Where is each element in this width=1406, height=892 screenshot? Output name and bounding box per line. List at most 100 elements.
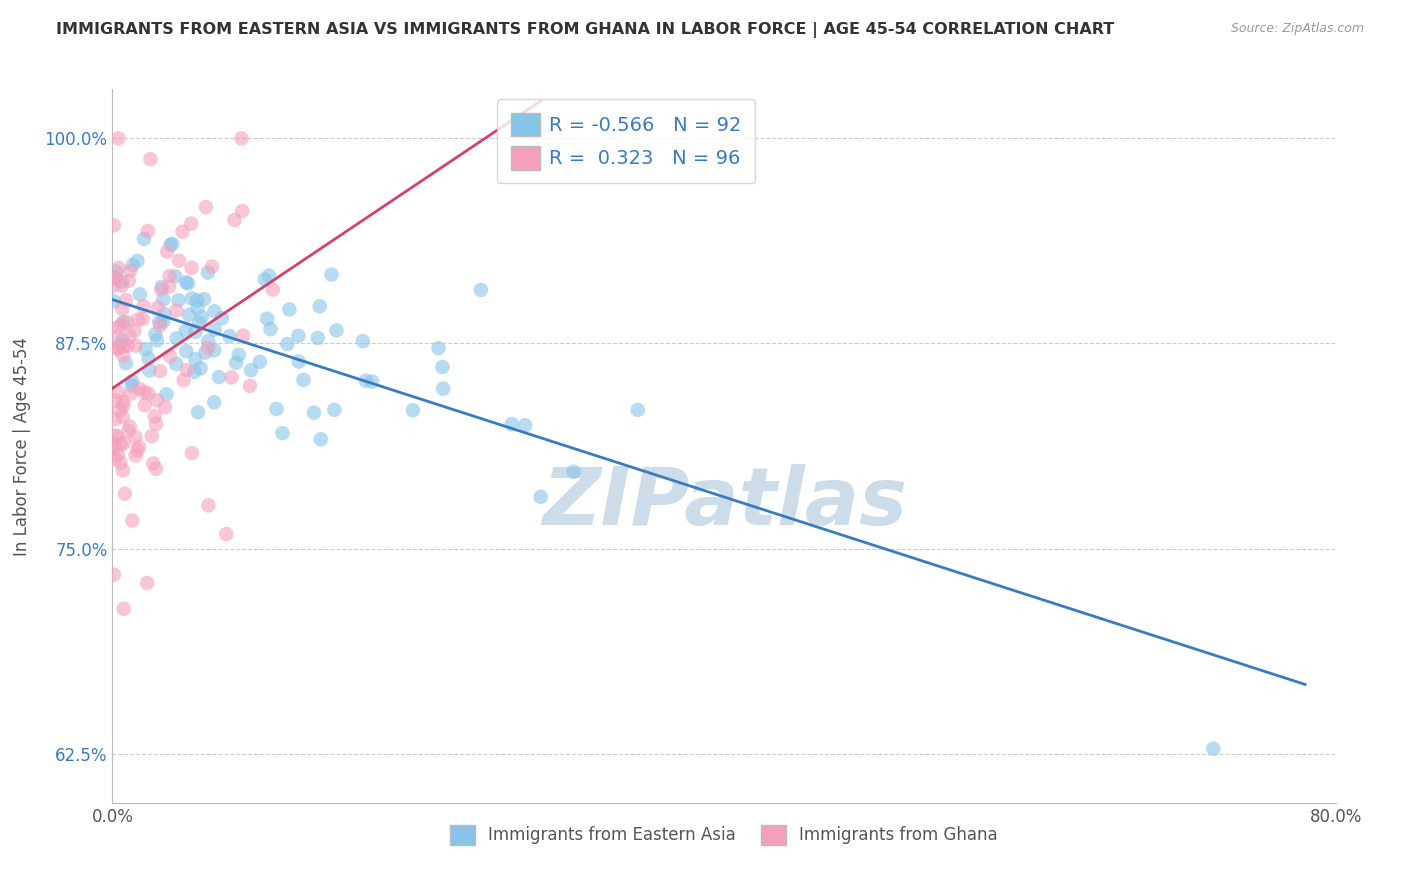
Point bbox=[184, 325, 207, 339]
Point bbox=[111, 410, 134, 425]
Point bbox=[132, 312, 155, 326]
Point bbox=[1202, 741, 1225, 756]
Point bbox=[104, 428, 127, 442]
Point bbox=[120, 386, 142, 401]
Point bbox=[156, 244, 179, 259]
Point bbox=[232, 328, 254, 343]
Point bbox=[239, 363, 262, 377]
Point bbox=[249, 355, 271, 369]
Point bbox=[152, 293, 174, 307]
Point bbox=[127, 312, 149, 326]
Point bbox=[150, 280, 173, 294]
Point bbox=[259, 322, 281, 336]
Point bbox=[287, 329, 309, 343]
Point bbox=[148, 315, 170, 329]
Point bbox=[321, 268, 343, 282]
Point bbox=[231, 204, 253, 219]
Point bbox=[117, 339, 139, 353]
Point bbox=[177, 308, 200, 322]
Point bbox=[142, 457, 165, 471]
Point bbox=[111, 301, 134, 316]
Point bbox=[141, 429, 163, 443]
Point bbox=[402, 403, 425, 417]
Point bbox=[174, 324, 197, 338]
Point bbox=[107, 260, 129, 275]
Point bbox=[124, 449, 146, 463]
Point bbox=[172, 225, 194, 239]
Point bbox=[204, 323, 226, 337]
Point bbox=[138, 363, 160, 377]
Point bbox=[114, 356, 136, 370]
Point bbox=[118, 419, 141, 434]
Point bbox=[121, 375, 143, 389]
Point bbox=[107, 341, 129, 355]
Point bbox=[211, 311, 233, 326]
Point bbox=[103, 437, 125, 451]
Point bbox=[104, 393, 127, 408]
Point bbox=[562, 465, 585, 479]
Point bbox=[138, 386, 160, 401]
Point bbox=[224, 213, 246, 227]
Point bbox=[292, 373, 315, 387]
Point bbox=[167, 293, 190, 308]
Point bbox=[165, 357, 187, 371]
Point bbox=[177, 277, 200, 291]
Point bbox=[103, 442, 125, 457]
Point bbox=[111, 275, 134, 289]
Point bbox=[103, 278, 125, 293]
Point bbox=[153, 307, 176, 321]
Point bbox=[134, 385, 156, 400]
Point bbox=[262, 283, 284, 297]
Point bbox=[112, 339, 135, 353]
Point bbox=[115, 293, 138, 307]
Point bbox=[132, 299, 155, 313]
Point bbox=[239, 379, 262, 393]
Point bbox=[361, 375, 384, 389]
Point bbox=[197, 266, 219, 280]
Point bbox=[159, 268, 181, 283]
Point bbox=[104, 412, 127, 426]
Point bbox=[166, 331, 188, 345]
Point bbox=[271, 426, 294, 441]
Point bbox=[146, 301, 169, 315]
Point bbox=[155, 387, 177, 401]
Point bbox=[184, 352, 207, 367]
Point bbox=[124, 324, 146, 338]
Point bbox=[111, 333, 134, 347]
Point bbox=[191, 310, 214, 324]
Point bbox=[325, 323, 347, 337]
Point bbox=[188, 316, 211, 330]
Point bbox=[221, 370, 243, 384]
Point bbox=[127, 253, 149, 268]
Point bbox=[193, 292, 215, 306]
Point bbox=[180, 217, 202, 231]
Legend: Immigrants from Eastern Asia, Immigrants from Ghana: Immigrants from Eastern Asia, Immigrants… bbox=[443, 818, 1005, 852]
Point bbox=[149, 318, 172, 333]
Point bbox=[253, 272, 276, 286]
Point bbox=[194, 200, 217, 214]
Point bbox=[354, 374, 377, 388]
Point bbox=[145, 417, 167, 431]
Point bbox=[103, 567, 125, 582]
Point bbox=[215, 527, 238, 541]
Point bbox=[145, 327, 167, 342]
Point bbox=[225, 356, 247, 370]
Text: Source: ZipAtlas.com: Source: ZipAtlas.com bbox=[1230, 22, 1364, 36]
Point bbox=[146, 334, 169, 348]
Point bbox=[152, 314, 174, 328]
Point bbox=[108, 403, 131, 417]
Point bbox=[470, 283, 492, 297]
Point bbox=[121, 513, 143, 527]
Point bbox=[127, 443, 149, 458]
Point bbox=[173, 373, 195, 387]
Point bbox=[190, 361, 212, 376]
Point bbox=[103, 294, 125, 309]
Point bbox=[128, 287, 150, 301]
Text: IMMIGRANTS FROM EASTERN ASIA VS IMMIGRANTS FROM GHANA IN LABOR FORCE | AGE 45-54: IMMIGRANTS FROM EASTERN ASIA VS IMMIGRAN… bbox=[56, 22, 1115, 38]
Point bbox=[208, 370, 231, 384]
Point bbox=[118, 274, 141, 288]
Point bbox=[309, 432, 332, 446]
Point bbox=[266, 402, 288, 417]
Point bbox=[302, 406, 325, 420]
Point bbox=[204, 304, 226, 318]
